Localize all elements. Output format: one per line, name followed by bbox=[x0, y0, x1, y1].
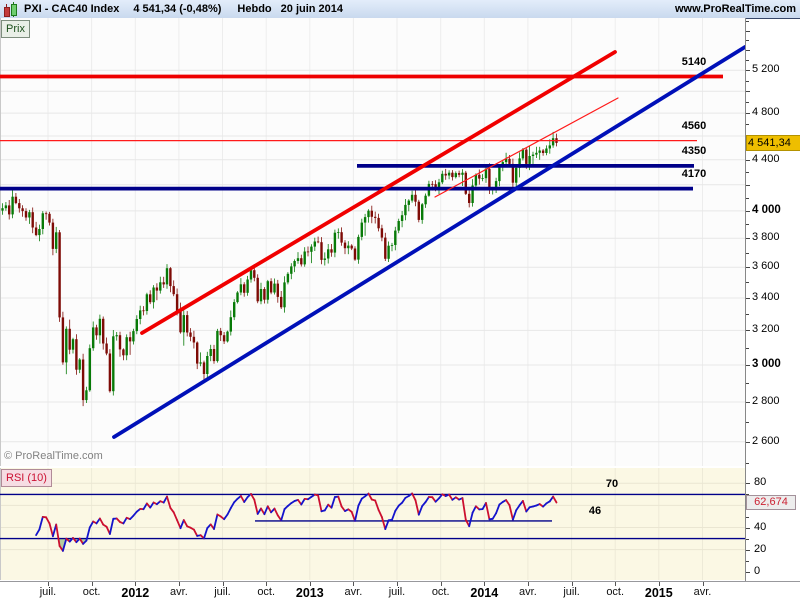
time-axis-label: avr. bbox=[519, 586, 537, 598]
time-axis-label: juil. bbox=[39, 586, 57, 598]
website-label: www.ProRealTime.com bbox=[674, 3, 796, 15]
price-axis-label: 3 000 bbox=[752, 358, 781, 370]
time-axis-label: avr. bbox=[170, 586, 188, 598]
main-chart-background bbox=[0, 18, 745, 466]
main-price-chart[interactable] bbox=[0, 18, 745, 466]
time-axis-label: avr. bbox=[693, 586, 712, 598]
level-label: 4350 bbox=[681, 144, 707, 157]
level-label: 4560 bbox=[681, 119, 707, 132]
price-axis-label: 3 800 bbox=[752, 231, 780, 244]
rsi-level-label: 70 bbox=[605, 478, 619, 491]
rsi-indicator-chart[interactable] bbox=[0, 468, 745, 580]
time-axis-label: 2015 bbox=[644, 586, 673, 600]
trendlines bbox=[112, 45, 745, 439]
price-levels bbox=[0, 74, 723, 191]
price-axis-label: 4 000 bbox=[752, 203, 781, 216]
rsi-level-label: 46 bbox=[588, 504, 602, 517]
title-price-change: 4 541,34 (-0,48%) bbox=[133, 3, 222, 15]
time-axis-label: juil. bbox=[214, 586, 231, 598]
time-axis-label: oct. bbox=[257, 586, 276, 598]
time-axis[interactable]: juil. oct. 2012 avr. juil. oct. 2013 avr. juil. o… bbox=[0, 581, 800, 600]
rsi-axis-label: 0 bbox=[754, 564, 761, 577]
level-label: 4170 bbox=[681, 167, 707, 180]
level-label: 5140 bbox=[681, 55, 707, 68]
time-axis-label: 2012 bbox=[121, 586, 150, 600]
time-axis-label: 2014 bbox=[470, 586, 499, 600]
axis-separator bbox=[745, 18, 746, 581]
price-axis-label: 4 800 bbox=[752, 106, 780, 119]
tab-rsi[interactable]: RSI (10) bbox=[1, 469, 52, 487]
rsi-axis-label: 80 bbox=[754, 476, 767, 489]
price-axis-label: 3 600 bbox=[752, 260, 780, 273]
time-axis-label: oct. bbox=[606, 586, 625, 598]
watermark: © ProRealTime.com bbox=[4, 450, 103, 462]
time-axis-label: 2013 bbox=[295, 586, 324, 600]
rsi-line bbox=[35, 492, 558, 552]
candlestick-series bbox=[1, 131, 558, 407]
price-axis-label: 3 200 bbox=[752, 323, 780, 336]
title-bar: PXI - CAC40 Index 4 541,34 (-0,48%) Hebd… bbox=[0, 0, 800, 19]
time-axis-label: oct. bbox=[82, 586, 101, 598]
gridlines bbox=[0, 18, 745, 466]
price-axis-label: 5 200 bbox=[752, 63, 780, 76]
price-axis[interactable]: 5 200 4 800 4 400 4 000 3 800 3 600 3 400 3 200… bbox=[746, 18, 800, 466]
time-axis-label: juil. bbox=[388, 586, 406, 598]
price-axis-label: 3 400 bbox=[752, 291, 780, 303]
instrument-title: PXI - CAC40 Index bbox=[24, 3, 120, 15]
time-axis-label: oct. bbox=[431, 586, 450, 598]
rsi-value-badge: 62,674 bbox=[746, 495, 796, 510]
price-axis-label: 4 400 bbox=[752, 152, 780, 165]
tab-prix[interactable]: Prix bbox=[1, 20, 30, 38]
candlestick-icon bbox=[3, 2, 17, 17]
time-axis-label: avr. bbox=[344, 586, 363, 598]
time-axis-label: juil. bbox=[563, 586, 580, 598]
last-price-badge: 4 541,34 bbox=[746, 135, 800, 151]
price-axis-label: 2 600 bbox=[752, 434, 780, 447]
rsi-axis-label: 20 bbox=[754, 542, 767, 555]
rsi-axis[interactable]: 80 40 20 0 bbox=[746, 468, 800, 580]
rsi-axis-label: 40 bbox=[754, 520, 767, 533]
rsi-gridlines bbox=[0, 468, 745, 580]
rsi-background bbox=[0, 468, 745, 580]
rsi-reference-lines bbox=[0, 493, 745, 540]
price-axis-label: 2 800 bbox=[752, 395, 780, 407]
title-date: 20 juin 2014 bbox=[280, 3, 344, 15]
title-timeframe: Hebdo bbox=[237, 3, 272, 15]
